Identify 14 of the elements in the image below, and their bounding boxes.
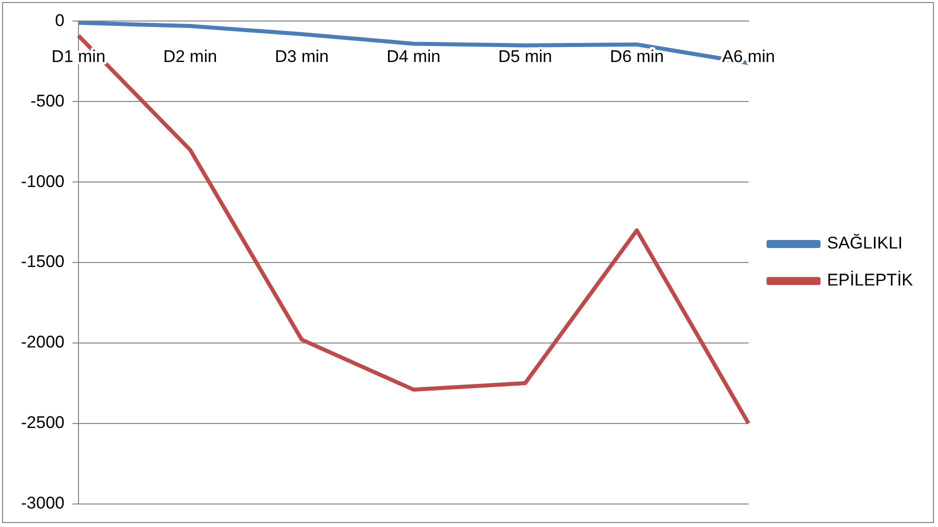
y-tick-label: 0 [55, 10, 64, 30]
y-tick-label: -1500 [20, 252, 64, 272]
x-tick-label: D2 min [163, 47, 218, 66]
y-tick-label: -3000 [20, 493, 64, 512]
y-tick-label: -1000 [20, 172, 64, 191]
x-tick-label: D4 min [386, 47, 440, 66]
y-tick-label: -500 [30, 91, 64, 110]
y-tick-label: -2500 [20, 413, 64, 432]
x-tick-label: D3 min [274, 47, 329, 66]
y-tick-label: -2000 [20, 332, 64, 352]
legend-label: EPİLEPTİK [827, 270, 914, 290]
x-tick-label: D6 min [610, 47, 664, 66]
legend-label: SAĞLIKLI [827, 234, 903, 253]
x-tick-label: D5 min [498, 47, 552, 66]
